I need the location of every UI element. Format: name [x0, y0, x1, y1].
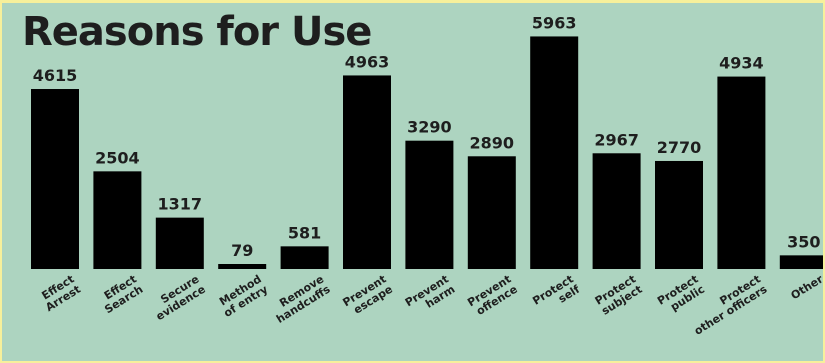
bar-value-label: 581 — [288, 223, 321, 242]
bar — [280, 246, 329, 269]
x-tick-label: Methodof entry — [215, 273, 270, 320]
bar-value-label: 1317 — [158, 195, 203, 214]
bar — [155, 217, 204, 269]
x-tick-label: Protectsubject — [593, 273, 645, 318]
x-tick-label: Preventharm — [403, 273, 458, 320]
bar — [405, 140, 454, 269]
bar — [218, 264, 267, 269]
x-tick-label: Protectpublic — [655, 273, 707, 318]
bar — [93, 171, 142, 269]
bar — [779, 255, 823, 269]
bar-value-label: 4963 — [345, 52, 390, 71]
x-tick-label: EffectArrest — [37, 273, 83, 315]
x-tick-label: EffectSearch — [96, 273, 145, 317]
x-tick-label: Secureevidence — [147, 273, 207, 324]
bar — [343, 75, 391, 270]
bar-value-label: 79 — [231, 241, 253, 260]
x-tick-label: Preventescape — [340, 273, 395, 320]
bar-value-label: 2504 — [95, 148, 140, 167]
bar — [530, 36, 579, 270]
x-tick-label: Other — [789, 272, 823, 302]
bar-chart: 4615 EffectArrest 2504 EffectSearch 1317 Secu… — [31, 13, 823, 338]
chart-title: Reasons for Use — [22, 9, 372, 55]
bar-value-label: 4615 — [33, 66, 78, 85]
bar — [467, 156, 516, 269]
bar — [717, 76, 766, 269]
bar — [592, 153, 641, 269]
x-tick-label: Removehandcuffs — [268, 272, 333, 326]
x-tick-label: Preventoffence — [465, 273, 520, 320]
bar — [31, 89, 79, 269]
bar-value-label: 2770 — [657, 138, 702, 157]
bar-value-label: 5963 — [532, 13, 577, 32]
bar-value-label: 2967 — [594, 130, 639, 149]
x-tick-label: Protectself — [530, 272, 582, 317]
bar-value-label: 2890 — [470, 133, 515, 152]
bar-value-label: 4934 — [719, 54, 764, 73]
bar-value-label: 350 — [787, 232, 820, 251]
bar — [655, 160, 703, 269]
bar-value-label: 3290 — [407, 118, 452, 137]
